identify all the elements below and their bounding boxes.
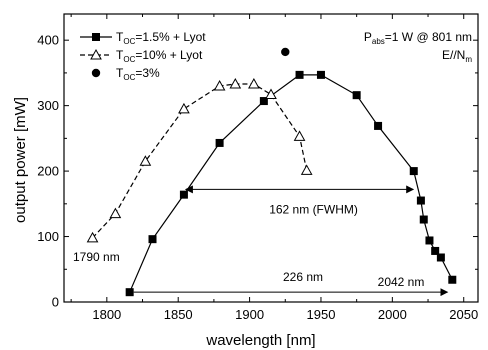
legend-entry-0: TOC=1.5% + Lyot — [80, 30, 206, 46]
annotations: Pabs=1 W @ 801 nm E//Nm 162 nm (FWHM) 226 n… — [73, 30, 472, 297]
series-0 — [125, 70, 457, 297]
data-point — [293, 130, 306, 141]
pump-condition-main: P — [364, 30, 372, 44]
y-tick-label: 0 — [52, 295, 59, 310]
y-tick-label: 400 — [37, 33, 59, 48]
pump-condition-label: Pabs=1 W @ 801 nm — [364, 30, 472, 46]
x-tick-label: 1950 — [307, 307, 336, 322]
legend-entry-1: TOC=10% + Lyot — [80, 48, 203, 64]
y-tick-label: 300 — [37, 98, 59, 113]
legend-label: TOC=1.5% + Lyot — [116, 30, 206, 46]
x-tick-label: 1850 — [164, 307, 193, 322]
data-point — [213, 79, 226, 91]
x-tick-label: 2050 — [449, 307, 478, 322]
legend-label-sub: OC — [123, 37, 135, 46]
pump-condition-rest: =1 W @ 801 nm — [385, 30, 472, 44]
fwhm-label: 162 nm (FWHM) — [269, 202, 358, 216]
data-point — [436, 253, 445, 262]
x-tick-label: 1800 — [92, 307, 121, 322]
legend-label: TOC=10% + Lyot — [116, 48, 203, 64]
axes — [63, 13, 479, 303]
data-point — [416, 196, 425, 205]
legend-label-rest: =3% — [135, 66, 160, 80]
x-axis-title: wavelength [nm] — [205, 332, 315, 349]
data-point — [431, 246, 440, 255]
legend-label-sub: OC — [123, 55, 135, 64]
data-point — [281, 47, 290, 57]
data-point — [139, 155, 152, 166]
legend-label-main: T — [116, 48, 124, 62]
data-point — [425, 236, 434, 245]
data-point — [409, 167, 418, 176]
right-edge-label: 2042 nm — [378, 275, 425, 289]
x-tick-label: 1900 — [235, 307, 264, 322]
data-point — [125, 288, 134, 297]
polarization-sub: m — [465, 55, 472, 64]
legend-label-main: T — [116, 30, 124, 44]
legend-label-sub: OC — [123, 73, 135, 82]
legend-entry-2: TOC=3% — [91, 66, 160, 82]
data-point — [265, 88, 277, 100]
legend-marker — [91, 68, 101, 78]
series-line — [129, 74, 453, 293]
legend-label-rest: =10% + Lyot — [135, 48, 203, 62]
data-point — [352, 91, 361, 100]
y-axis-title: output power [mW] — [12, 97, 29, 223]
plot-frame — [63, 13, 479, 303]
data-point — [295, 70, 304, 79]
data-point — [248, 78, 260, 89]
data-point — [448, 275, 457, 284]
data-point — [229, 78, 242, 89]
y-tick-label: 100 — [37, 229, 59, 244]
data-point — [109, 207, 122, 219]
legend-label-main: T — [116, 66, 124, 80]
series-line — [92, 83, 308, 239]
data-point — [419, 215, 428, 224]
pump-condition-sub: abs — [372, 37, 385, 46]
legend-marker — [92, 33, 100, 41]
data-point — [148, 235, 157, 244]
y-tick-label: 200 — [37, 164, 59, 179]
span-label: 226 nm — [283, 270, 323, 284]
data-point — [178, 102, 190, 114]
legend-marker — [90, 48, 102, 60]
data-point — [374, 121, 383, 130]
data-point — [300, 164, 313, 175]
data-point — [179, 190, 188, 199]
data-series — [86, 47, 457, 297]
data-point — [316, 70, 325, 79]
axis-ticks: 1800 1850 1900 1950 2000 2050 0 100 200 300 400 — [37, 14, 478, 322]
series-2 — [281, 47, 290, 57]
legend-label: TOC=3% — [116, 66, 160, 82]
data-point — [259, 97, 268, 106]
polarization-label: E//Nm — [442, 48, 472, 64]
data-point — [215, 138, 224, 147]
left-edge-label: 1790 nm — [73, 250, 120, 264]
legend-label-rest: =1.5% + Lyot — [135, 30, 206, 44]
polarization-main: E//N — [442, 48, 465, 62]
series-1 — [86, 78, 313, 243]
data-point — [86, 231, 99, 243]
x-tick-label: 2000 — [378, 307, 407, 322]
